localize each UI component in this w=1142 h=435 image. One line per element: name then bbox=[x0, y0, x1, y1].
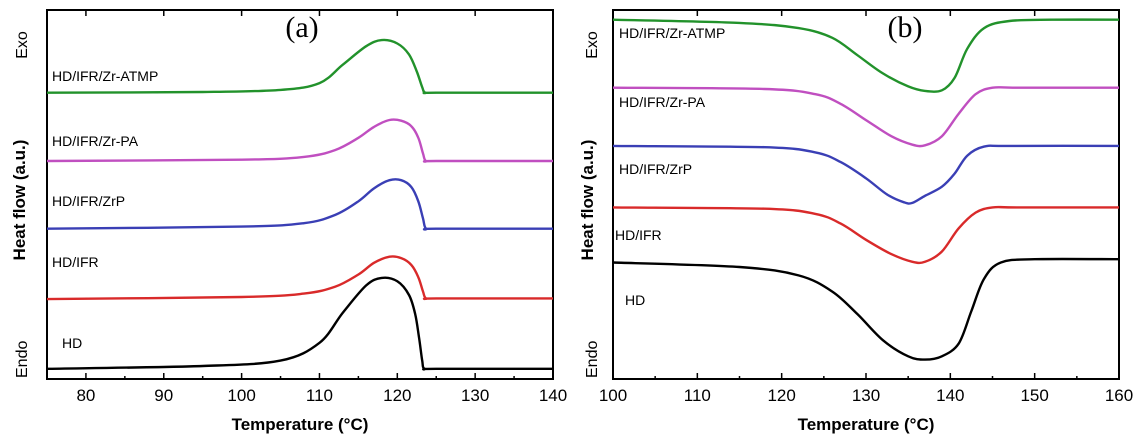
x-axis-label-b: Temperature (°C) bbox=[798, 415, 935, 434]
x-tick-label-b: 160 bbox=[1105, 386, 1133, 405]
series-label-a-1: HD/IFR/Zr-PA bbox=[52, 133, 139, 149]
series-line-a-0 bbox=[46, 38, 553, 95]
series-line-b-1 bbox=[612, 86, 1119, 148]
y-axis-label-b: Heat flow (a.u.) bbox=[578, 140, 597, 261]
series-label-a-3: HD/IFR bbox=[52, 254, 99, 270]
series-label-b-0: HD/IFR/Zr-ATMP bbox=[619, 25, 725, 41]
series-line-b-3 bbox=[612, 205, 1119, 265]
x-tick-label-b: 110 bbox=[684, 386, 711, 405]
y-axis-label-a: Heat flow (a.u.) bbox=[10, 140, 29, 261]
x-tick-label-b: 130 bbox=[852, 386, 880, 405]
x-axis-label-a: Temperature (°C) bbox=[232, 415, 369, 434]
x-tick-label-a: 130 bbox=[461, 386, 489, 405]
series-line-b-4 bbox=[612, 257, 1120, 361]
series-line-a-3 bbox=[46, 255, 553, 301]
series-label-b-3: HD/IFR bbox=[615, 227, 662, 243]
endo-label-b: Endo bbox=[584, 341, 601, 378]
x-tick-label-a: 90 bbox=[154, 386, 173, 405]
x-tick-label-b: 100 bbox=[599, 386, 627, 405]
panel-a-chart: 80 90 100 110 120 130 140 Temperature (°C) Heat … bbox=[10, 9, 567, 434]
series-label-a-0: HD/IFR/Zr-ATMP bbox=[52, 68, 158, 84]
series-line-b-0 bbox=[612, 18, 1120, 93]
series-label-b-2: HD/IFR/ZrP bbox=[619, 161, 692, 177]
exo-label-a: Exo bbox=[14, 31, 31, 59]
panel-b-chart: 100 110 120 130 140 150 160 Temperature (°C) Hea… bbox=[578, 9, 1133, 434]
series-label-b-1: HD/IFR/Zr-PA bbox=[619, 94, 706, 110]
series-label-a-2: HD/IFR/ZrP bbox=[52, 193, 125, 209]
series-line-a-1 bbox=[46, 118, 553, 163]
series-label-b-4: HD bbox=[625, 292, 645, 308]
panel-label-a: (a) bbox=[285, 11, 318, 44]
x-tick-label-a: 110 bbox=[306, 386, 333, 405]
x-tick-label-b: 120 bbox=[767, 386, 795, 405]
x-tick-label-a: 140 bbox=[539, 386, 567, 405]
x-tick-label-a: 120 bbox=[383, 386, 411, 405]
x-tick-label-b: 150 bbox=[1020, 386, 1048, 405]
series-line-a-2 bbox=[46, 178, 553, 231]
endo-label-a: Endo bbox=[14, 341, 31, 378]
panel-label-b: (b) bbox=[888, 11, 923, 44]
x-tick-label-b: 140 bbox=[936, 386, 964, 405]
series-line-a-4 bbox=[46, 276, 553, 371]
exo-label-b: Exo bbox=[584, 31, 601, 59]
x-tick-label-a: 100 bbox=[227, 386, 255, 405]
plot-frame-a bbox=[46, 9, 554, 380]
series-label-a-4: HD bbox=[62, 335, 82, 351]
x-tick-label-a: 80 bbox=[76, 386, 95, 405]
series-line-b-2 bbox=[612, 144, 1120, 205]
